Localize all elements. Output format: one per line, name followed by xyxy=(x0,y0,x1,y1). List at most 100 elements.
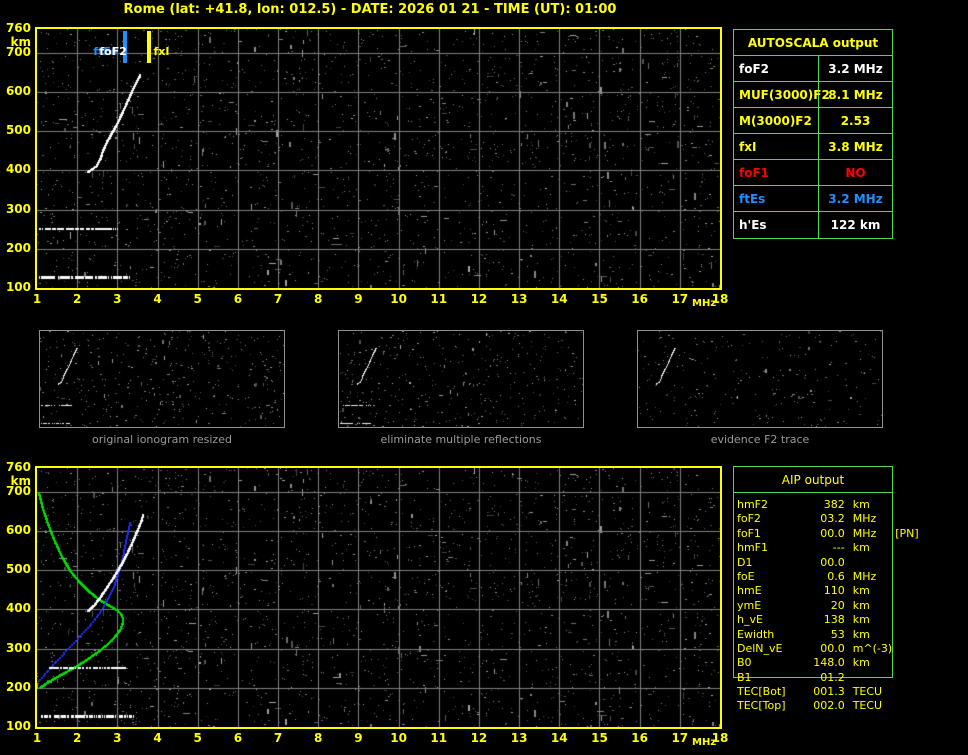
bottom-ionogram-canvas xyxy=(37,468,720,727)
aip-param-unit xyxy=(853,671,896,685)
x-axis-unit: MHz xyxy=(692,737,717,748)
aip-param-unit: km xyxy=(852,498,870,511)
y-axis-tick-label: 500 xyxy=(5,562,31,577)
aip-header: AIP output xyxy=(734,467,892,493)
aip-param-note xyxy=(895,498,933,512)
aip-param-value: 00.0 xyxy=(820,555,845,569)
top-ionogram-canvas xyxy=(37,29,720,288)
aip-param-note xyxy=(895,642,933,656)
autoscala-key: h'Es xyxy=(734,212,819,238)
x-axis-tick-label: 18 xyxy=(711,731,729,745)
aip-output-table: AIP output xyxy=(733,466,893,678)
aip-param-value: --- xyxy=(832,541,845,555)
aip-param-value: 01.2 xyxy=(820,670,845,684)
x-axis-tick-label: 3 xyxy=(113,731,122,745)
autoscala-value: 3.2 MHz xyxy=(828,192,883,206)
aip-param-name: hmF1 xyxy=(737,541,769,555)
autoscala-value: 3.2 MHz xyxy=(828,62,883,76)
aip-param-unit: km xyxy=(852,541,870,555)
fxi-label: fxI xyxy=(153,45,170,58)
aip-param-value: 20 xyxy=(830,598,845,612)
aip-row: foE 0.6 MHz xyxy=(733,570,933,584)
aip-row: h_vE 138 km xyxy=(733,613,933,627)
aip-param-value: 110 xyxy=(823,584,845,598)
y-axis-top-label: 760 xyxy=(5,21,31,35)
x-axis-tick-label: 3 xyxy=(113,292,122,306)
aip-param-note xyxy=(895,556,933,570)
aip-row: B0 148.0 km xyxy=(733,656,933,670)
autoscala-row: M(3000)F2 2.53 xyxy=(734,108,892,134)
aip-param-value: 0.6 xyxy=(827,569,845,583)
aip-param-unit: m^(-3) xyxy=(852,641,893,655)
x-axis-tick-label: 14 xyxy=(550,731,568,745)
y-axis-tick-label: 100 xyxy=(5,719,31,733)
aip-param-name: hmF2 xyxy=(737,498,769,511)
thumbnail-evidence-f2[interactable] xyxy=(637,330,883,428)
x-axis-tick-label: 15 xyxy=(591,292,608,306)
aip-row: hmE 110 km xyxy=(733,584,933,598)
y-axis-tick-label: 100 xyxy=(5,280,31,294)
y-axis-tick-label: 600 xyxy=(5,83,31,98)
aip-param-name: h_vE xyxy=(737,613,763,627)
autoscala-value: 8.1 MHz xyxy=(828,88,883,102)
aip-param-name: foE xyxy=(737,569,755,583)
aip-row: hmF2 382 km xyxy=(733,498,933,512)
autoscala-header: AUTOSCALA output xyxy=(734,30,892,56)
thumbnail-original[interactable] xyxy=(39,330,285,428)
aip-param-name: TEC[Bot] xyxy=(737,685,786,699)
y-axis-tick-label: 700 xyxy=(5,483,31,498)
aip-param-note xyxy=(895,628,933,642)
x-axis-tick-label: 15 xyxy=(591,731,608,745)
autoscala-row: foF2 3.2 MHz xyxy=(734,56,892,82)
x-axis-tick-label: 7 xyxy=(273,731,283,745)
x-axis-tick-label: 5 xyxy=(193,731,202,745)
autoscala-key: ftEs xyxy=(734,186,819,211)
autoscala-value: NO xyxy=(845,166,866,180)
x-axis-tick-label: 6 xyxy=(233,292,243,306)
thumbnail-eliminate-canvas xyxy=(339,331,583,427)
y-axis-tick-label: 600 xyxy=(5,522,31,537)
y-axis-tick-label: 200 xyxy=(5,679,31,694)
x-axis-tick-label: 13 xyxy=(510,731,528,745)
aip-param-value: 382 xyxy=(823,498,845,511)
x-axis-tick-label: 1 xyxy=(32,731,42,745)
autoscala-key: fxI xyxy=(734,134,819,159)
aip-row: foF1 00.0 MHz [PN] xyxy=(733,527,933,541)
aip-param-name: ymE xyxy=(737,598,762,612)
aip-row: B1 01.2 xyxy=(733,671,933,685)
aip-param-unit: MHz xyxy=(852,512,877,526)
x-axis-tick-label: 14 xyxy=(550,292,568,306)
aip-param-unit: MHz xyxy=(852,569,877,583)
x-axis-tick-label: 7 xyxy=(273,292,283,306)
aip-param-unit: TECU xyxy=(852,699,883,713)
x-axis-tick-label: 12 xyxy=(470,292,488,306)
aip-param-name: DelN_vE xyxy=(737,641,783,655)
autoscala-key: foF1 xyxy=(734,160,819,185)
autoscala-row: h'Es 122 km xyxy=(734,212,892,238)
y-axis-tick-label: 500 xyxy=(5,123,31,138)
aip-param-value: 002.0 xyxy=(813,699,845,713)
autoscala-rows: foF2 3.2 MHz MUF(3000)F2 8.1 MHz M(3000)F2 2.… xyxy=(734,56,892,238)
autoscala-output-table: AUTOSCALA output foF2 3.2 MHz MUF(3000)F2 8… xyxy=(733,29,893,239)
autoscala-key: M(3000)F2 xyxy=(734,108,819,133)
x-axis-tick-label: 16 xyxy=(631,292,648,306)
thumbnail-eliminate-reflections[interactable] xyxy=(338,330,584,428)
page-title: Rome (lat: +41.8, lon: 012.5) - DATE: 20… xyxy=(123,2,617,17)
autoscala-value: 3.8 MHz xyxy=(828,140,883,154)
autoscala-key: foF2 xyxy=(734,56,819,81)
aip-param-note xyxy=(895,656,933,670)
aip-param-name: foF2 xyxy=(737,512,761,526)
aip-rows: hmF2 382 km foF2 03.2 MHz foF1 00.0 MHz [PN] hmF1 -… xyxy=(733,498,933,714)
x-axis-tick-label: 5 xyxy=(193,292,202,306)
x-axis-tick-label: 12 xyxy=(470,731,488,745)
autoscala-row: foF1 NO xyxy=(734,160,892,186)
ftes-fof2-marker-line xyxy=(123,31,128,63)
x-axis-tick-label: 10 xyxy=(390,292,407,306)
thumbnail-caption-1: eliminate multiple reflections xyxy=(380,433,542,446)
aip-param-note xyxy=(895,541,933,555)
aip-row: DelN_vE 00.0 m^(-3) xyxy=(733,642,933,656)
fxi-marker-line xyxy=(147,31,152,63)
x-axis-tick-label: 10 xyxy=(390,731,407,745)
thumbnail-original-canvas xyxy=(40,331,284,427)
ftes-label: ftEs xyxy=(93,45,118,58)
